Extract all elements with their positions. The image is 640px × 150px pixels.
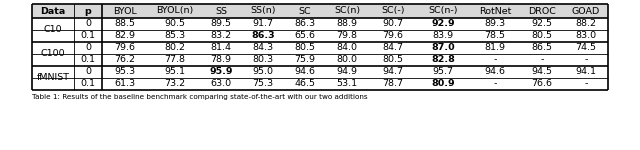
Text: 86.3: 86.3 — [251, 32, 275, 40]
Text: 89.5: 89.5 — [211, 20, 232, 28]
Bar — [32, 18, 608, 30]
Text: SS(n): SS(n) — [250, 6, 276, 15]
Text: 80.5: 80.5 — [383, 56, 403, 64]
Text: 90.5: 90.5 — [164, 20, 186, 28]
Text: 74.5: 74.5 — [575, 44, 596, 52]
Text: 80.3: 80.3 — [252, 56, 273, 64]
Text: 95.0: 95.0 — [253, 68, 273, 76]
Text: Data: Data — [40, 6, 66, 15]
Text: 86.5: 86.5 — [531, 44, 552, 52]
Text: 75.3: 75.3 — [252, 80, 273, 88]
Text: p: p — [84, 6, 92, 15]
Text: 83.9: 83.9 — [433, 32, 454, 40]
Text: 0: 0 — [85, 20, 91, 28]
Text: SC(-): SC(-) — [381, 6, 404, 15]
Text: 80.2: 80.2 — [164, 44, 186, 52]
Text: 94.1: 94.1 — [575, 68, 596, 76]
Text: -: - — [540, 56, 544, 64]
Text: DROC: DROC — [528, 6, 556, 15]
Text: 80.9: 80.9 — [431, 80, 455, 88]
Text: 84.3: 84.3 — [252, 44, 273, 52]
Text: 61.3: 61.3 — [115, 80, 136, 88]
Text: 79.8: 79.8 — [337, 32, 358, 40]
Text: 95.1: 95.1 — [164, 68, 186, 76]
Bar — [32, 54, 608, 66]
Text: 87.0: 87.0 — [431, 44, 455, 52]
Text: 81.9: 81.9 — [484, 44, 506, 52]
Text: 92.9: 92.9 — [431, 20, 455, 28]
Text: 94.6: 94.6 — [294, 68, 316, 76]
Text: 83.2: 83.2 — [211, 32, 232, 40]
Text: 65.6: 65.6 — [294, 32, 316, 40]
Text: Table 1: Results of the baseline benchmark comparing state-of-the-art with our t: Table 1: Results of the baseline benchma… — [32, 94, 367, 100]
Text: -: - — [493, 80, 497, 88]
Text: fMNIST: fMNIST — [36, 74, 70, 82]
Text: 80.5: 80.5 — [294, 44, 316, 52]
Text: 79.6: 79.6 — [383, 32, 403, 40]
Text: 81.4: 81.4 — [211, 44, 232, 52]
Text: 80.0: 80.0 — [337, 56, 358, 64]
Text: 77.8: 77.8 — [164, 56, 186, 64]
Text: 0.1: 0.1 — [81, 56, 95, 64]
Text: 94.9: 94.9 — [337, 68, 358, 76]
Text: 78.7: 78.7 — [383, 80, 403, 88]
Text: BYOL: BYOL — [113, 6, 137, 15]
Bar — [32, 30, 608, 42]
Text: 89.3: 89.3 — [484, 20, 506, 28]
Text: 85.3: 85.3 — [164, 32, 186, 40]
Text: 84.0: 84.0 — [337, 44, 358, 52]
Text: GOAD: GOAD — [572, 6, 600, 15]
Text: 75.9: 75.9 — [294, 56, 316, 64]
Text: -: - — [493, 56, 497, 64]
Text: 63.0: 63.0 — [211, 80, 232, 88]
Text: 82.9: 82.9 — [115, 32, 136, 40]
Text: 83.0: 83.0 — [575, 32, 596, 40]
Text: 88.2: 88.2 — [575, 20, 596, 28]
Text: 0.1: 0.1 — [81, 32, 95, 40]
Text: C100: C100 — [41, 50, 65, 58]
Text: 46.5: 46.5 — [294, 80, 316, 88]
Text: RotNet: RotNet — [479, 6, 511, 15]
Text: 88.9: 88.9 — [337, 20, 358, 28]
Text: 94.5: 94.5 — [531, 68, 552, 76]
Text: 53.1: 53.1 — [337, 80, 358, 88]
Text: 82.8: 82.8 — [431, 56, 455, 64]
Text: SS: SS — [215, 6, 227, 15]
Text: SC(n-): SC(n-) — [428, 6, 458, 15]
Text: 76.2: 76.2 — [115, 56, 136, 64]
Text: BYOL(n): BYOL(n) — [156, 6, 194, 15]
Text: C10: C10 — [44, 26, 62, 34]
Text: 78.5: 78.5 — [484, 32, 506, 40]
Text: 78.9: 78.9 — [211, 56, 232, 64]
Bar — [32, 4, 608, 18]
Text: 95.3: 95.3 — [115, 68, 136, 76]
Text: -: - — [584, 56, 588, 64]
Text: 73.2: 73.2 — [164, 80, 186, 88]
Text: 88.5: 88.5 — [115, 20, 136, 28]
Text: 0: 0 — [85, 44, 91, 52]
Text: 95.7: 95.7 — [433, 68, 454, 76]
Text: SC: SC — [299, 6, 311, 15]
Text: 86.3: 86.3 — [294, 20, 316, 28]
Text: -: - — [584, 80, 588, 88]
Bar — [32, 66, 608, 78]
Text: 84.7: 84.7 — [383, 44, 403, 52]
Text: 90.7: 90.7 — [383, 20, 403, 28]
Text: 95.9: 95.9 — [209, 68, 233, 76]
Text: 94.7: 94.7 — [383, 68, 403, 76]
Text: 80.5: 80.5 — [531, 32, 552, 40]
Bar — [32, 42, 608, 54]
Text: 0: 0 — [85, 68, 91, 76]
Bar — [32, 78, 608, 90]
Text: 0.1: 0.1 — [81, 80, 95, 88]
Text: 76.6: 76.6 — [531, 80, 552, 88]
Text: 91.7: 91.7 — [253, 20, 273, 28]
Text: 94.6: 94.6 — [484, 68, 506, 76]
Text: 79.6: 79.6 — [115, 44, 136, 52]
Text: SC(n): SC(n) — [334, 6, 360, 15]
Text: 92.5: 92.5 — [531, 20, 552, 28]
